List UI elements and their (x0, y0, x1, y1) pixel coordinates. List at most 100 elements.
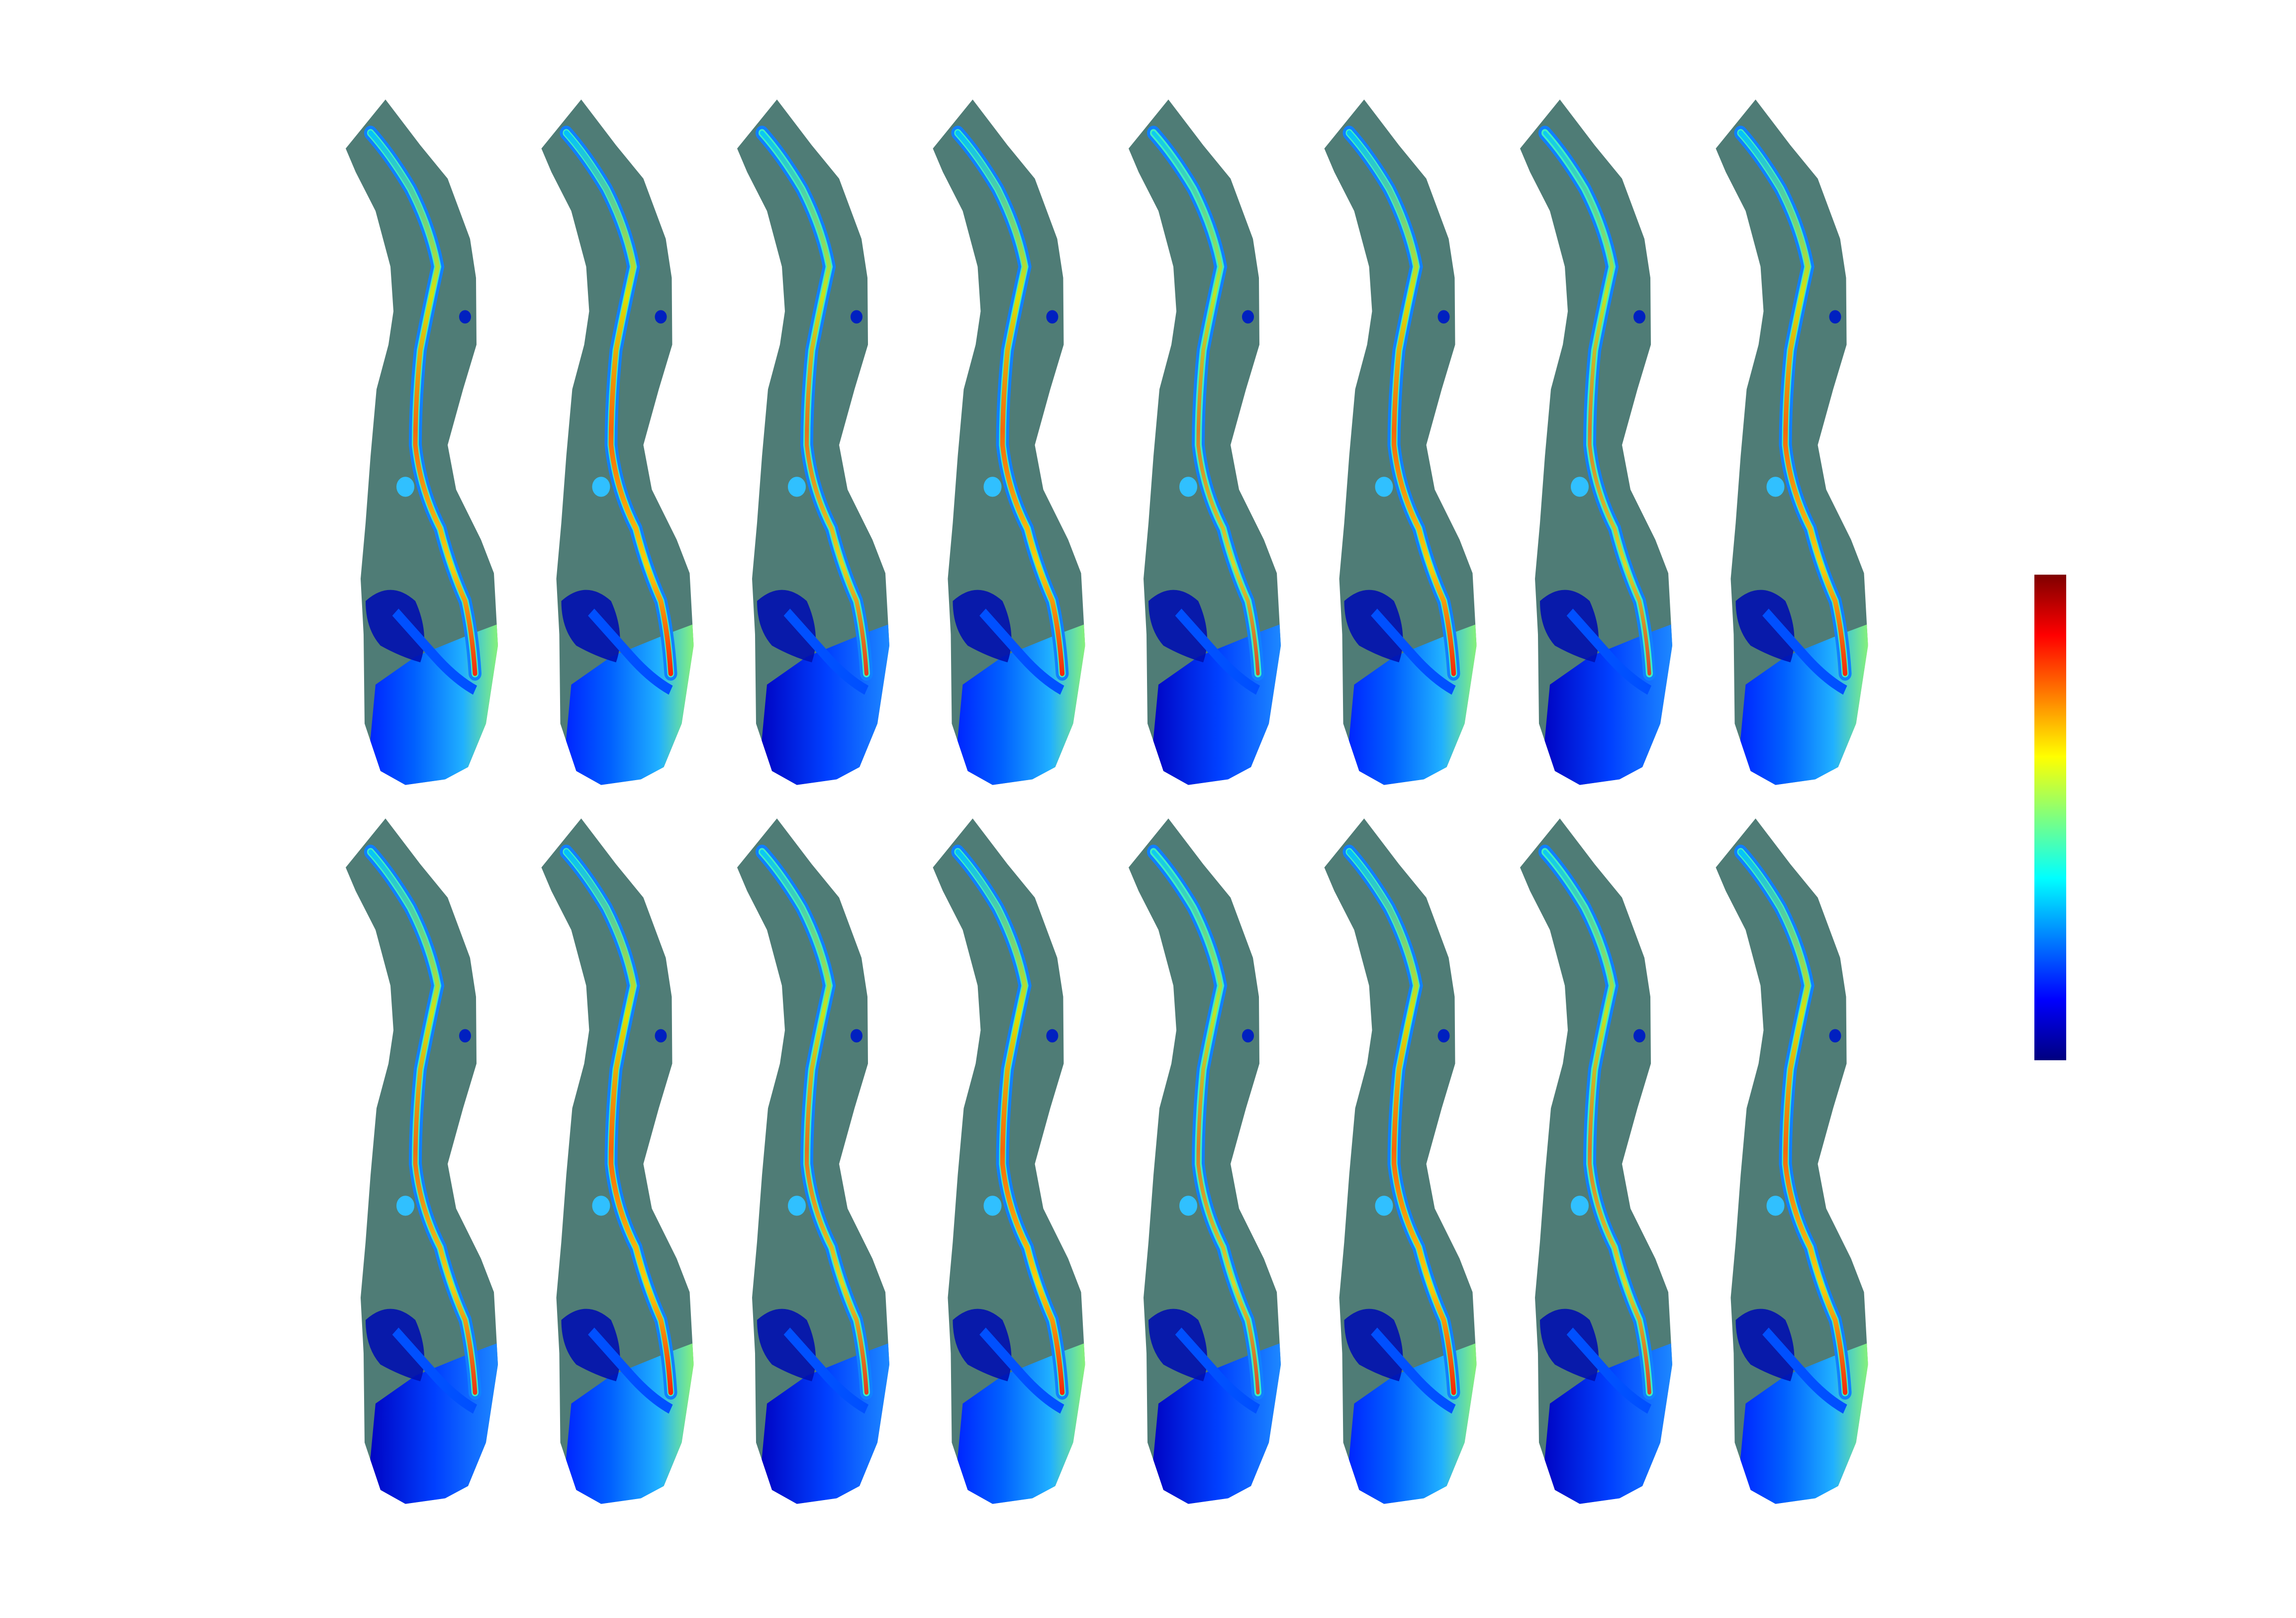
lagoon-field (1344, 1309, 1403, 1382)
inlet-blob (1253, 946, 1263, 958)
secondary-channel (783, 1327, 869, 1414)
map-panel-r1-c3 (737, 100, 889, 785)
channel-core (1738, 849, 1848, 1395)
secondary-channel (1175, 1327, 1260, 1414)
inlet-blob (1046, 310, 1058, 324)
secondary-channel (783, 608, 869, 695)
inlet-blob (666, 946, 676, 958)
lagoon-field (1735, 1309, 1795, 1382)
colorbar-fill (2034, 575, 2066, 1060)
inlet-blob (861, 227, 871, 239)
channel-core (564, 849, 673, 1396)
lagoon-field (757, 1309, 816, 1382)
map-panel-r1-c1 (346, 100, 498, 785)
inlet-blob (470, 227, 480, 239)
secondary-channel (1566, 608, 1652, 695)
inlet-blob (983, 477, 1002, 497)
inlet-blob (1840, 946, 1850, 958)
inlet-blob (1242, 310, 1254, 324)
channel-core (1543, 849, 1651, 1395)
lagoon-field (1148, 590, 1207, 663)
map-panel-r2-c4 (933, 818, 1085, 1504)
inlet-blob (1242, 1029, 1254, 1043)
channel-core (1543, 131, 1651, 676)
inlet-blob (1057, 946, 1067, 958)
inlet-blob (1046, 1029, 1058, 1043)
inlet-blob (655, 1029, 667, 1043)
secondary-channel (1566, 1327, 1652, 1414)
inlet-blob (1633, 1029, 1645, 1043)
inlet-blob (592, 477, 610, 497)
inlet-blob (788, 1196, 806, 1216)
secondary-channel (979, 608, 1064, 695)
secondary-channel (588, 608, 673, 695)
channel-core (564, 130, 673, 677)
secondary-channel (1175, 608, 1260, 695)
inlet-blob (1644, 227, 1654, 239)
channel-core (760, 849, 869, 1395)
channel-core (1346, 849, 1456, 1395)
inlet-blob (1057, 227, 1067, 239)
map-panel-r1-c8 (1716, 100, 1868, 785)
inlet-blob (1448, 227, 1459, 239)
map-panel-r1-c5 (1129, 100, 1281, 785)
map-panel-r1-c4 (933, 100, 1085, 785)
channel-core (368, 849, 478, 1395)
inlet-blob (1766, 477, 1785, 497)
inlet-blob (470, 946, 480, 958)
inlet-blob (1253, 227, 1263, 239)
map-panel-r2-c3 (737, 818, 889, 1504)
inlet-blob (983, 1196, 1002, 1216)
lagoon-field (1344, 590, 1403, 663)
inlet-blob (459, 310, 471, 324)
secondary-channel (1762, 1327, 1847, 1414)
lagoon-field (1540, 1309, 1599, 1382)
lagoon-field (561, 590, 620, 663)
lagoon-field (953, 1309, 1012, 1382)
map-panel-r2-c1 (346, 818, 498, 1504)
inlet-blob (1448, 946, 1459, 958)
secondary-channel (1371, 1327, 1456, 1414)
lagoon-field (366, 1309, 424, 1382)
map-panel-r2-c7 (1520, 818, 1672, 1504)
inlet-blob (1375, 1196, 1393, 1216)
inlet-blob (1437, 310, 1450, 324)
inlet-blob (1571, 1196, 1589, 1216)
inlet-blob (1437, 1029, 1450, 1043)
map-panel-r1-c2 (541, 100, 694, 785)
secondary-channel (1762, 608, 1847, 695)
inlet-blob (1179, 477, 1197, 497)
inlet-blob (1840, 227, 1850, 239)
inlet-blob (655, 310, 667, 324)
inlet-blob (1829, 310, 1841, 324)
channel-core (1738, 130, 1848, 676)
inlet-blob (1644, 946, 1654, 958)
map-panel-r2-c6 (1324, 818, 1477, 1504)
lagoon-field (757, 590, 816, 663)
map-panel-r1-c7 (1520, 100, 1672, 785)
inlet-blob (1766, 1196, 1785, 1216)
lagoon-field (1148, 1309, 1207, 1382)
inlet-blob (788, 477, 806, 497)
secondary-channel (392, 608, 478, 695)
inlet-blob (1829, 1029, 1841, 1043)
lagoon-field (561, 1309, 620, 1382)
channel-core (1151, 850, 1260, 1395)
inlet-blob (1179, 1196, 1197, 1216)
inlet-blob (1375, 477, 1393, 497)
panels-grid (346, 100, 1868, 1504)
lagoon-field (953, 590, 1012, 663)
inlet-blob (459, 1029, 471, 1043)
lagoon-field (1735, 590, 1795, 663)
channel-core (368, 130, 478, 676)
channel-core (955, 130, 1065, 676)
lagoon-field (366, 590, 424, 663)
inlet-blob (396, 477, 414, 497)
inlet-blob (396, 1196, 414, 1216)
secondary-channel (979, 1327, 1064, 1414)
inlet-blob (1571, 477, 1589, 497)
inlet-blob (1633, 310, 1645, 324)
map-panel-r2-c2 (541, 818, 694, 1504)
secondary-channel (1371, 608, 1456, 695)
